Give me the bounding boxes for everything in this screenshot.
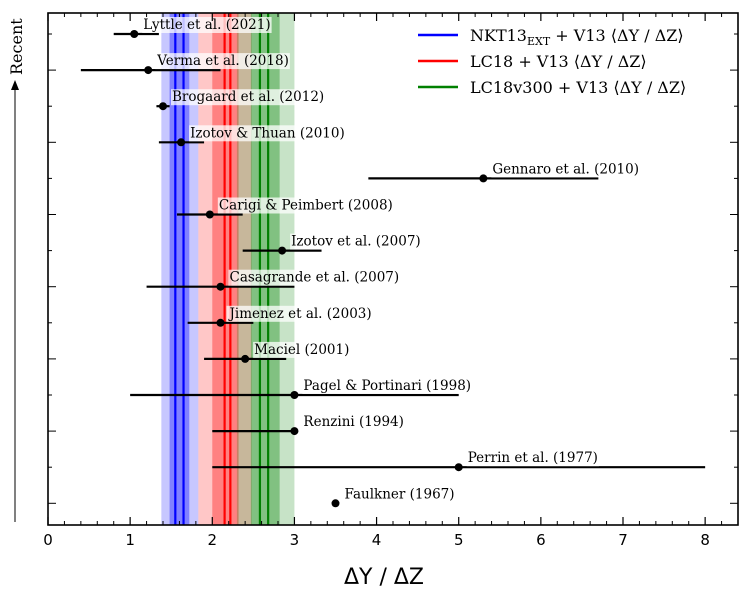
point-label: Lyttle et al. (2021) (143, 17, 270, 33)
label-background (226, 305, 373, 322)
data-point (205, 210, 214, 219)
x-tick-label: 1 (125, 531, 135, 549)
x-tick-label: 7 (618, 531, 628, 549)
errorbars-layer: Lyttle et al. (2021) Verma et al. (2018) B… (80, 17, 706, 508)
label-background (189, 125, 346, 142)
point-label: Carigi & Peimbert (2008) (219, 198, 393, 214)
x-tick-label: 2 (208, 531, 218, 549)
point-label: Jimenez et al. (2003) (228, 306, 372, 322)
label-background (155, 53, 290, 70)
data-point (454, 463, 463, 472)
point-label: Maciel (2001) (254, 342, 349, 358)
point-label: Gennaro et al. (2010) (492, 161, 639, 177)
point-label: Izotov & Thuan (2010) (190, 125, 345, 141)
legend-label: LC18 + V13 ⟨ΔY / ΔZ⟩ (470, 52, 647, 71)
point-label: Verma et al. (2018) (156, 53, 289, 69)
plot-frame (47, 12, 739, 526)
data-point (130, 30, 139, 38)
data-point (290, 427, 299, 436)
data-point (177, 138, 186, 147)
label-background (491, 161, 640, 178)
side-arrow-head (11, 80, 19, 90)
x-tick-label: 4 (372, 531, 382, 549)
label-background (253, 341, 351, 358)
label-background (228, 269, 401, 286)
data-point (144, 66, 153, 75)
x-tick-label: 5 (454, 531, 464, 549)
label-background (302, 378, 473, 394)
point-label: Casagrande et al. (2007) (230, 270, 400, 286)
point-label: Faulkner (1967) (345, 486, 455, 502)
label-background (466, 450, 599, 467)
data-point (216, 282, 225, 291)
x-tick-label: 0 (43, 531, 53, 549)
data-point (479, 174, 488, 183)
x-tick-label: 6 (536, 531, 546, 549)
point-label: Renzini (1994) (303, 414, 403, 430)
legend-label: NKT13EXT + V13 ⟨ΔY / ΔZ⟩ (470, 26, 684, 48)
label-background (217, 197, 394, 214)
data-point (216, 318, 225, 327)
point-label: Perrin et al. (1977) (468, 450, 598, 466)
label-background (171, 89, 326, 106)
x-tick-label: 8 (700, 531, 710, 549)
data-point (290, 391, 299, 399)
legend-label: LC18v300 + V13 ⟨ΔY / ΔZ⟩ (470, 78, 686, 97)
data-point (241, 354, 250, 363)
data-point (278, 246, 287, 255)
legend: NKT13EXT + V13 ⟨ΔY / ΔZ⟩ LC18 + V13 ⟨ΔY /… (418, 26, 686, 97)
x-axis-label: ΔY / ΔZ (344, 565, 424, 590)
label-background (142, 17, 272, 33)
label-background (343, 486, 456, 503)
x-tick-label: 3 (290, 531, 300, 549)
data-point (331, 499, 340, 508)
side-label-group: Recent (7, 18, 26, 522)
point-label: Izotov et al. (2007) (291, 234, 421, 250)
point-label: Pagel & Portinari (1998) (303, 378, 471, 394)
data-point (159, 102, 167, 111)
y-axis-label: Recent (7, 18, 26, 75)
label-background (302, 414, 405, 431)
label-background (290, 233, 422, 250)
point-label: Brogaard et al. (2012) (172, 89, 324, 105)
